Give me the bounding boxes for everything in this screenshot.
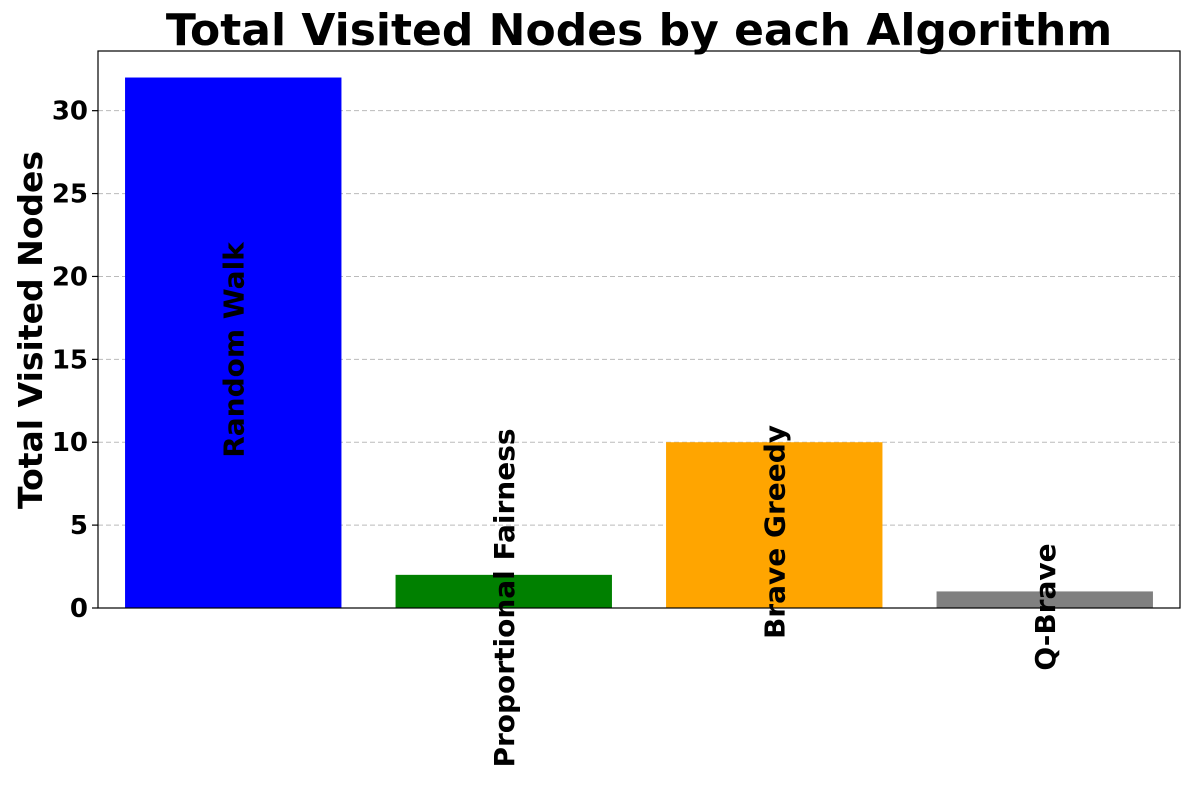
y-tick-label: 25 [52,180,88,210]
bar-labels: Random Walk Proportional Fairness Brave Gr… [217,241,1062,768]
y-axis-title: Total Visited Nodes [11,151,50,509]
y-tick-label: 0 [70,594,88,624]
bar [936,591,1153,608]
bar [395,574,612,608]
bars [125,77,1153,609]
y-tick-label: 5 [70,511,88,541]
bar-label: Proportional Fairness [488,428,521,767]
y-tick-label: 15 [52,345,88,375]
y-ticks: 0 5 10 15 20 25 30 [52,97,98,624]
plot-frame [97,50,1181,609]
bar-label: Q-Brave [1029,543,1062,670]
bar-label: Brave Greedy [758,425,791,639]
bar [125,77,342,609]
y-tick-label: 10 [52,428,88,458]
chart-title: Total Visited Nodes by each Algorithm [166,5,1112,56]
bar [666,442,883,608]
bar-label: Random Walk [217,241,250,458]
y-tick-label: 20 [52,262,88,292]
y-tick-label: 30 [52,97,88,127]
